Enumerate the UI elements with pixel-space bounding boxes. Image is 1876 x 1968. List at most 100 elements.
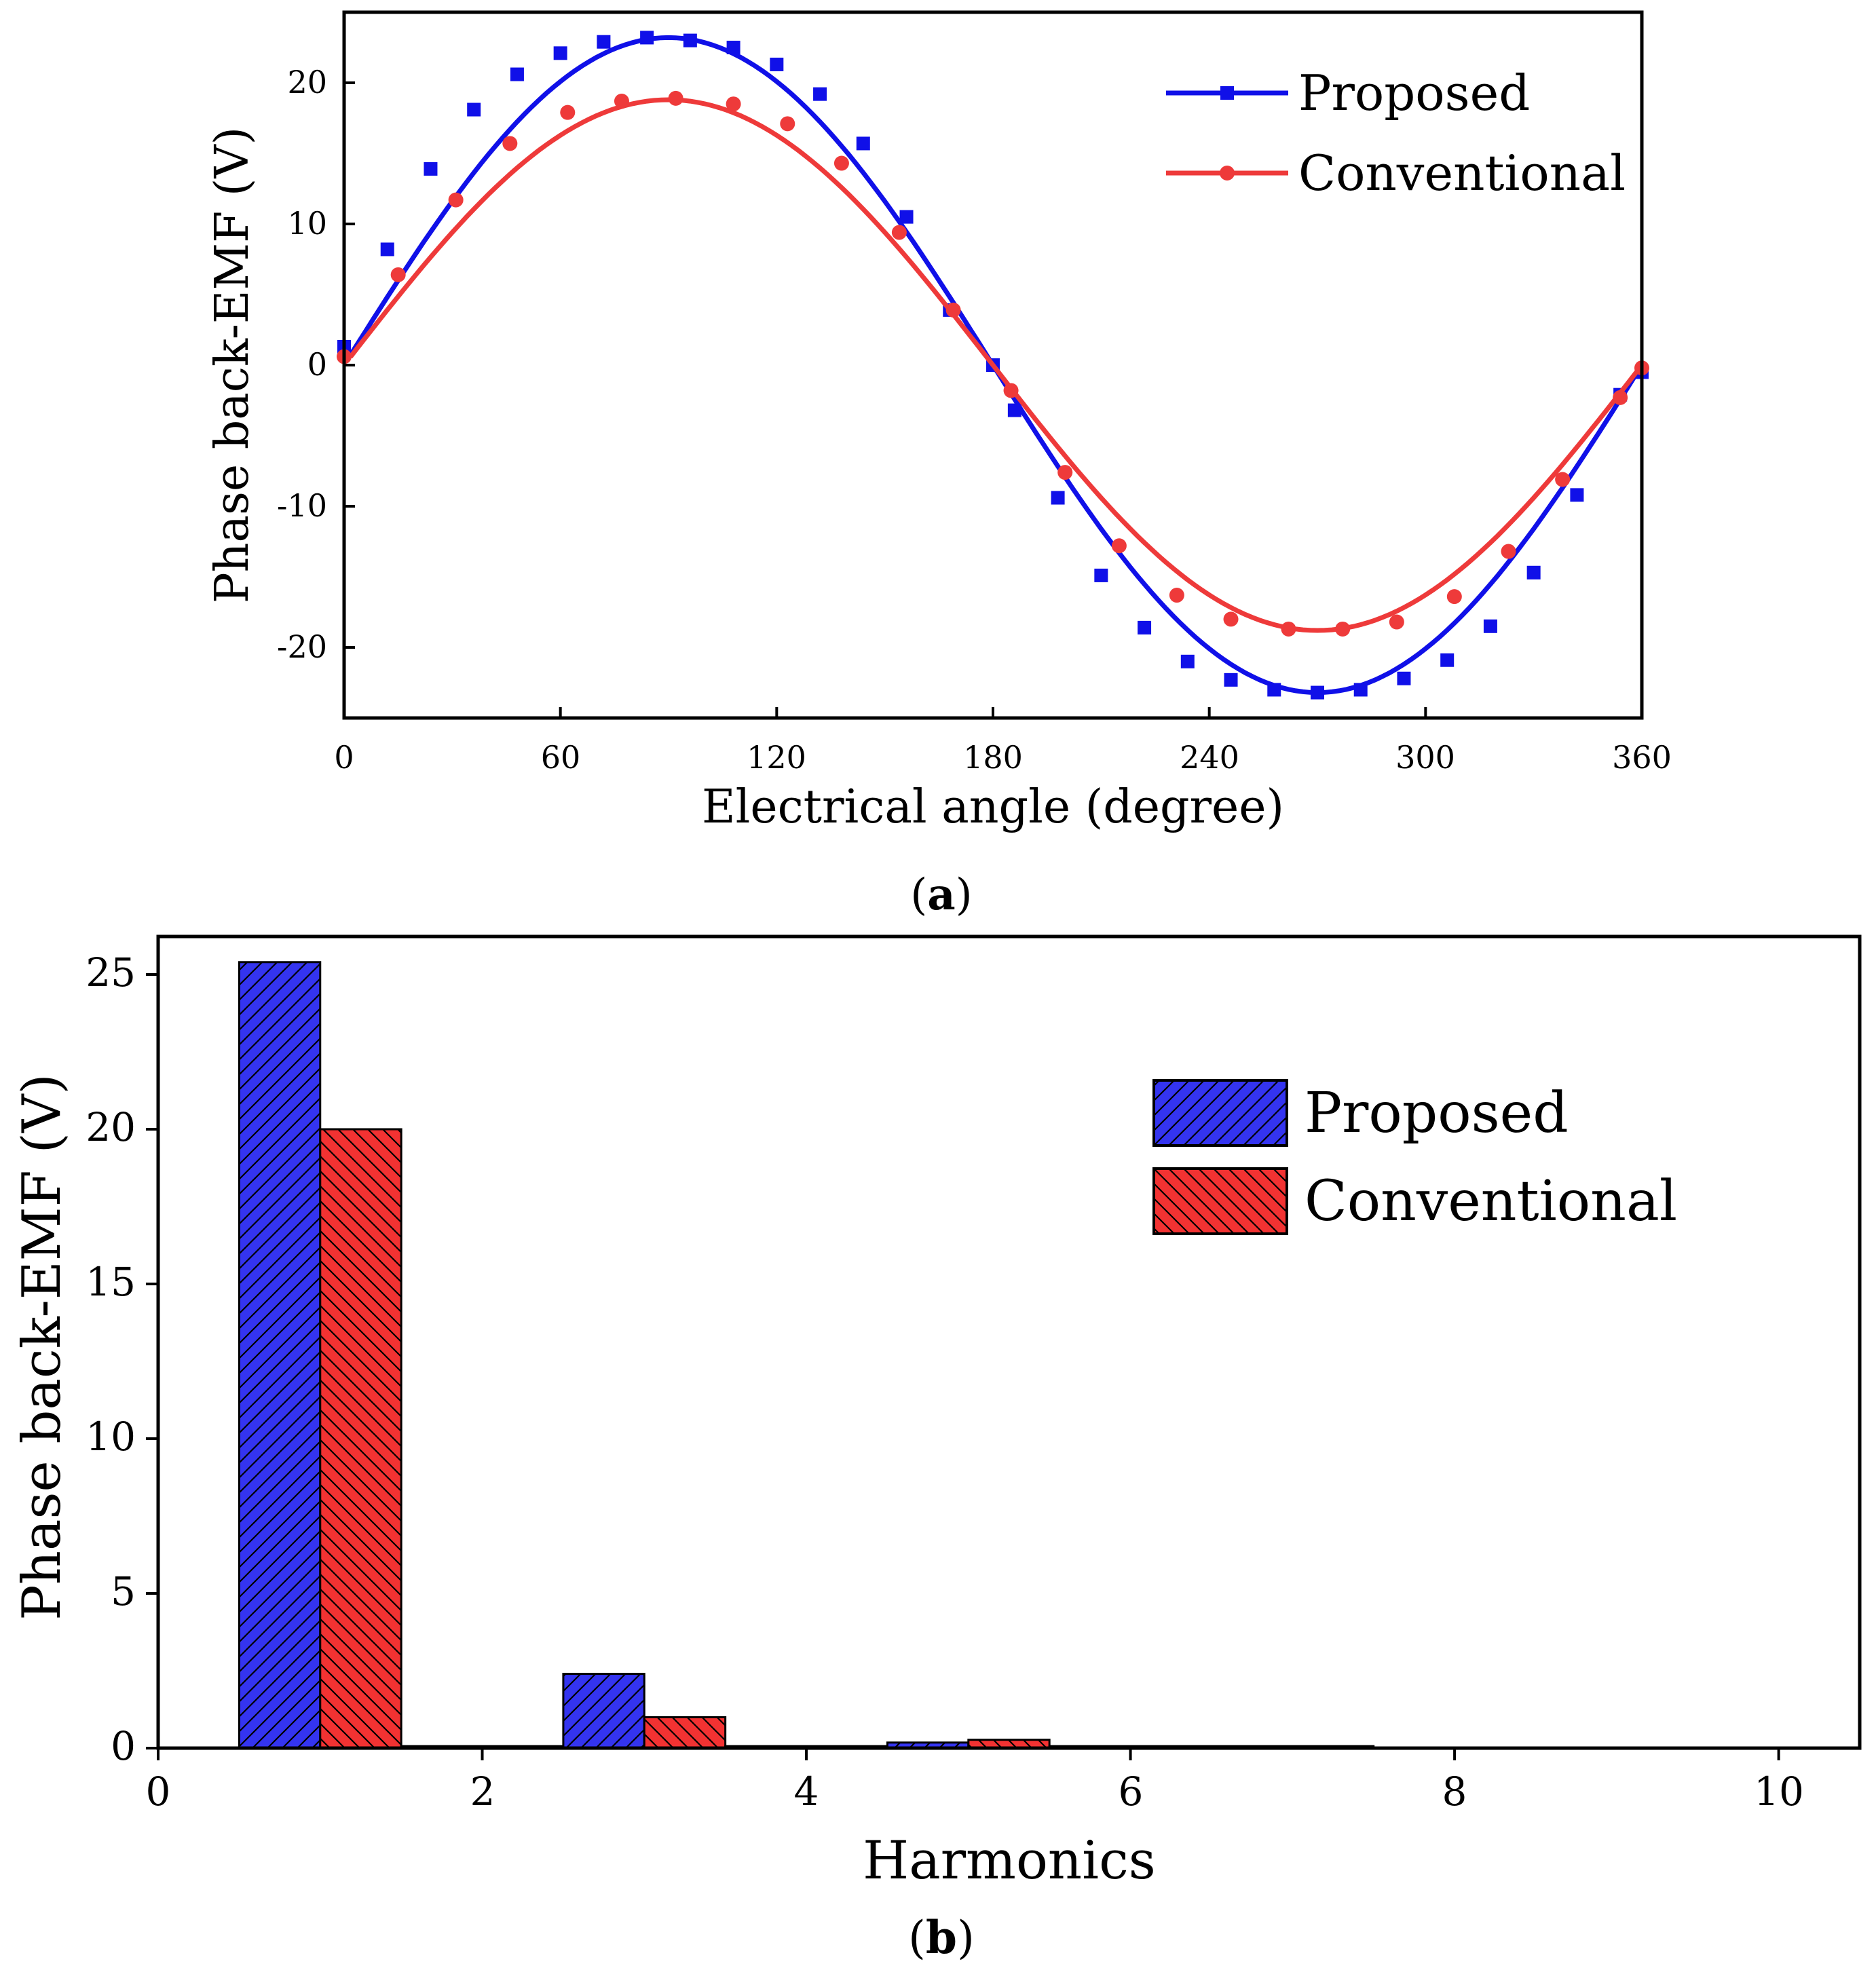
a-xtick-label: 300 xyxy=(1395,739,1455,776)
point-proposed xyxy=(597,35,611,49)
point-proposed xyxy=(553,46,567,60)
point-proposed xyxy=(726,41,740,54)
a-y-axis-label: Phase back-EMF (V) xyxy=(206,127,259,603)
b-xtick-label: 8 xyxy=(1442,1768,1467,1815)
point-conventional xyxy=(833,155,849,171)
point-proposed xyxy=(813,87,827,101)
point-conventional xyxy=(891,225,907,240)
point-conventional xyxy=(1389,614,1404,630)
point-proposed xyxy=(380,242,394,257)
a-ytick-label: -20 xyxy=(277,628,327,665)
point-conventional xyxy=(448,192,464,208)
b-xtick-label: 4 xyxy=(794,1768,819,1815)
b-y-axis-label: Phase back-EMF (V) xyxy=(12,1074,73,1620)
legend-marker-proposed xyxy=(1220,86,1234,100)
point-proposed xyxy=(640,31,654,45)
b-ytick-label: 20 xyxy=(86,1104,136,1150)
chart-b-yticklabels: 0 5 10 15 20 25 xyxy=(86,949,136,1769)
series-line-conventional xyxy=(343,97,1644,633)
chart-b-bars xyxy=(238,961,1375,1749)
point-proposed xyxy=(1094,568,1108,582)
point-conventional xyxy=(1111,538,1127,554)
a-x-axis-label: Electrical angle (degree) xyxy=(702,780,1284,834)
b-ytick-label: 25 xyxy=(86,949,136,996)
a-xtick-label: 180 xyxy=(963,739,1023,776)
point-proposed xyxy=(1224,673,1238,687)
b-xtick-label: 2 xyxy=(470,1768,495,1815)
point-proposed xyxy=(1138,620,1152,635)
point-conventional xyxy=(668,90,683,106)
b-ytick-label: 5 xyxy=(111,1568,136,1614)
chart-a-frame xyxy=(342,10,1644,720)
point-proposed xyxy=(856,136,870,151)
legend-marker-conventional xyxy=(1220,166,1235,181)
point-proposed xyxy=(1311,685,1324,700)
chart-a-ticks xyxy=(343,81,1643,718)
point-proposed xyxy=(683,33,697,48)
point-proposed xyxy=(1526,565,1541,580)
chart-b-xticklabels: 0 2 4 6 8 10 xyxy=(146,1768,1804,1815)
point-proposed xyxy=(1051,491,1065,505)
point-conventional xyxy=(1003,383,1019,398)
a-ytick-label: -10 xyxy=(277,487,327,524)
point-conventional xyxy=(1281,621,1296,637)
chart-b: 0 2 4 6 8 10 0 5 10 15 20 25 Harmonics P… xyxy=(12,934,1862,1964)
bar-proposed-h1 xyxy=(238,961,322,1749)
caption-b-close: ) xyxy=(957,1912,975,1964)
point-proposed xyxy=(1007,403,1021,417)
b-ytick-label: 10 xyxy=(86,1414,136,1460)
caption-b: (b) xyxy=(908,1911,975,1964)
caption-a-letter: a xyxy=(927,869,955,920)
a-xtick-label: 0 xyxy=(334,739,354,776)
point-conventional xyxy=(1613,390,1628,405)
chart-a-series xyxy=(337,31,1649,700)
chart-b-legend: Proposed Conventional xyxy=(1152,1079,1677,1235)
a-xtick-label: 360 xyxy=(1612,739,1672,776)
point-conventional xyxy=(502,136,518,151)
point-proposed xyxy=(770,57,784,71)
chart-a-legend: Proposed Conventional xyxy=(1166,64,1626,202)
b-xtick-label: 0 xyxy=(146,1768,171,1815)
point-proposed xyxy=(1267,683,1281,697)
legend-label-conventional: Conventional xyxy=(1298,145,1626,202)
chart-b-frame xyxy=(156,934,1862,1750)
point-conventional xyxy=(1057,465,1073,480)
chart-a: 0 60 120 180 240 300 360 -20 -10 0 10 20… xyxy=(206,10,1672,920)
point-proposed xyxy=(467,102,481,117)
point-proposed xyxy=(1397,671,1411,685)
point-conventional xyxy=(1501,544,1516,559)
point-proposed xyxy=(1483,619,1497,633)
a-xtick-label: 60 xyxy=(541,739,581,776)
point-proposed xyxy=(1570,488,1584,502)
b-ytick-label: 0 xyxy=(111,1723,136,1769)
point-conventional xyxy=(390,267,406,282)
b-xtick-label: 6 xyxy=(1119,1768,1144,1815)
b-xtick-label: 10 xyxy=(1754,1768,1804,1815)
point-conventional xyxy=(1335,621,1351,637)
b-x-axis-label: Harmonics xyxy=(863,1830,1156,1891)
bar-conventional-h3 xyxy=(643,1716,727,1749)
legend-swatch-conventional xyxy=(1152,1167,1288,1235)
point-proposed xyxy=(424,162,438,176)
point-proposed xyxy=(899,210,914,224)
caption-b-open: ( xyxy=(908,1912,926,1964)
point-conventional xyxy=(780,116,795,132)
bar-conventional-h1 xyxy=(319,1128,402,1749)
point-conventional xyxy=(1555,472,1571,487)
chart-a-xticklabels: 0 60 120 180 240 300 360 xyxy=(334,739,1672,776)
chart-b-ticks xyxy=(146,973,1780,1760)
a-ytick-label: 20 xyxy=(287,64,327,100)
legend-label-proposed: Proposed xyxy=(1298,64,1530,121)
point-conventional xyxy=(1223,611,1239,627)
chart-a-yticklabels: -20 -10 0 10 20 xyxy=(277,64,327,665)
a-ytick-label: 0 xyxy=(307,346,327,383)
point-proposed xyxy=(1440,653,1455,667)
b-ytick-label: 15 xyxy=(86,1259,136,1305)
legend-label-conventional: Conventional xyxy=(1305,1169,1677,1234)
legend-swatch-proposed xyxy=(1152,1079,1288,1147)
point-conventional xyxy=(614,94,629,109)
bar-proposed-h3 xyxy=(562,1673,645,1749)
point-conventional xyxy=(560,105,576,120)
point-conventional xyxy=(726,96,741,112)
